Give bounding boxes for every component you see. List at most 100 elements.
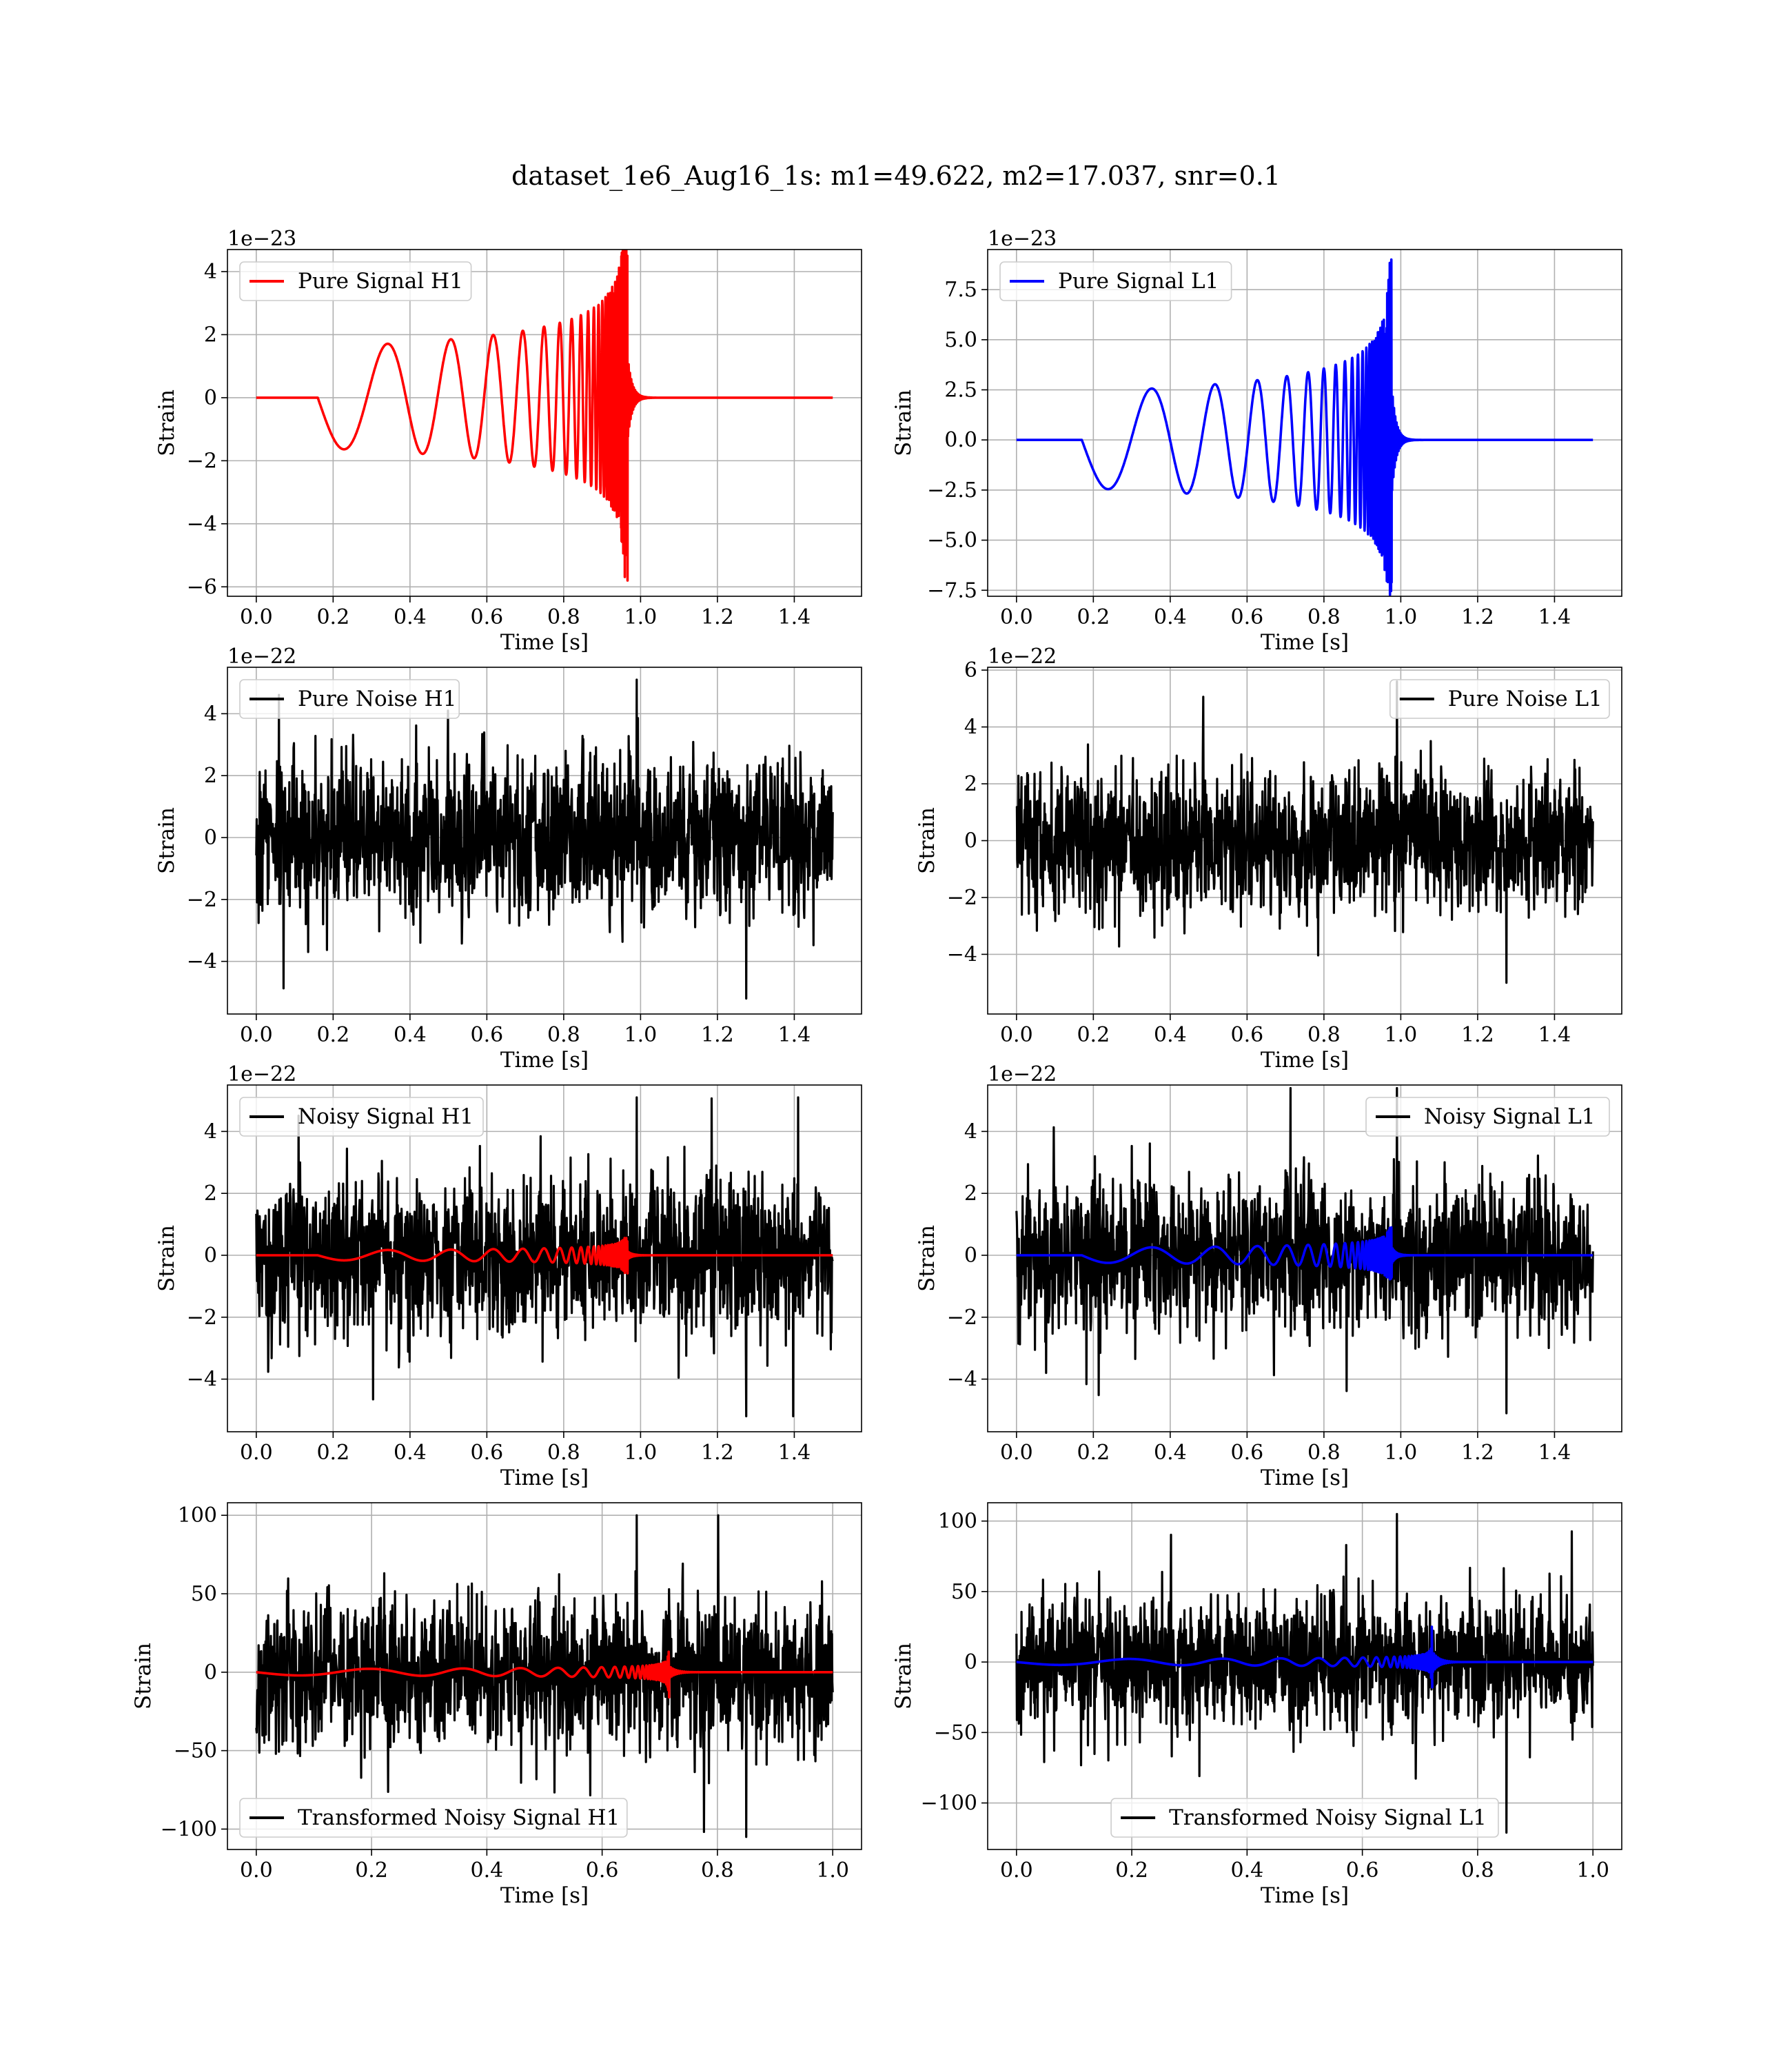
x-tick-label: 0.8 (1461, 1858, 1494, 1883)
axes-frame (987, 1084, 1622, 1432)
y-axis-label: Strain (154, 807, 179, 874)
noise-trace (255, 678, 834, 1000)
subplot-3: 0.0 0.2 0.4 0.6 0.8 1.0 1.2 1.4 −4 −2 0 2 4 Time [s] S… (154, 645, 862, 1073)
x-axis-label: Time [s] (1261, 1883, 1349, 1908)
x-tick-label: 0.8 (1307, 1023, 1341, 1047)
subplot-8: 0.0 0.2 0.4 0.6 0.8 1.0 −100 −50 0 50 100 Time [s] S… (891, 1502, 1622, 1908)
signal-trace (1016, 258, 1594, 596)
noise-trace (1015, 680, 1594, 984)
x-tick-label: 0.2 (355, 1858, 388, 1883)
y-tick-label: 2.5 (944, 378, 977, 403)
y-tick-label: −5.0 (927, 529, 977, 553)
legend-label: Noisy Signal L1 (1424, 1104, 1596, 1129)
x-tick-label: 1.4 (1538, 1023, 1571, 1047)
y-tick-label: 6 (964, 658, 977, 682)
y-axis-label: Strain (891, 389, 916, 456)
x-tick-label: 0.2 (1077, 1441, 1110, 1465)
y-tick-label: −2 (187, 1306, 217, 1330)
x-tick-label: 1.4 (778, 1023, 811, 1047)
legend: Pure Noise L1 (1389, 679, 1610, 719)
subplot-2: 0.0 0.2 0.4 0.6 0.8 1.0 1.2 1.4 −7.5 −5.0 −2.5 0.0 2… (891, 227, 1622, 655)
y-tick-label: 2 (204, 764, 217, 788)
y-tick-label: 4 (964, 716, 977, 740)
x-axis-label: Time [s] (500, 1466, 589, 1490)
x-tick-label: 1.2 (701, 1023, 734, 1047)
x-tick-label: 0.2 (316, 1441, 349, 1465)
x-tick-label: 0.8 (1307, 605, 1341, 629)
legend: Noisy Signal H1 (239, 1097, 484, 1137)
legend-label: Pure Noise L1 (1448, 687, 1602, 711)
x-tick-label: 0.6 (471, 1441, 504, 1465)
legend: Pure Signal L1 (999, 261, 1232, 301)
y-tick-label: 0 (204, 1661, 217, 1685)
legend-label: Transformed Noisy Signal L1 (1169, 1805, 1487, 1830)
y-tick-label: 50 (191, 1582, 217, 1606)
plot-area (1016, 258, 1594, 596)
plot-area (255, 678, 834, 1000)
subplot-1: 0.0 0.2 0.4 0.6 0.8 1.0 1.2 1.4 −6 −4 −2 0 2 4 Time [s… (154, 227, 862, 655)
axes-frame (227, 1084, 862, 1432)
y-tick-label: −4 (947, 1368, 977, 1392)
axis-offset-text: 1e−22 (988, 645, 1057, 669)
y-tick-label: 4 (964, 1119, 977, 1144)
x-tick-label: 0.4 (394, 1023, 427, 1047)
x-tick-label: 1.2 (1461, 605, 1494, 629)
subplot-7: 0.0 0.2 0.4 0.6 0.8 1.0 −100 −50 0 50 100 Time [s] S… (131, 1502, 862, 1908)
x-tick-label: 1.2 (701, 605, 734, 629)
y-tick-label: 100 (178, 1503, 217, 1528)
legend-box (1389, 679, 1610, 719)
signal-trace (1016, 1226, 1594, 1281)
y-tick-label: −100 (161, 1817, 217, 1841)
x-tick-label: 1.0 (1385, 1023, 1418, 1047)
x-tick-label: 0.0 (240, 1858, 273, 1883)
figure-title: dataset_1e6_Aug16_1s: m1=49.622, m2=17.0… (511, 161, 1281, 192)
noise-trace (255, 1096, 834, 1418)
x-tick-label: 0.0 (240, 605, 273, 629)
legend-label: Pure Signal H1 (298, 269, 463, 294)
y-axis-label: Strain (915, 1225, 939, 1292)
x-tick-label: 0.0 (240, 1023, 273, 1047)
axes-frame (987, 249, 1622, 597)
y-tick-label: 0.0 (944, 428, 977, 452)
y-tick-label: 0 (964, 829, 977, 853)
x-tick-label: 0.2 (1115, 1858, 1148, 1883)
x-tick-label: 0.8 (701, 1858, 734, 1883)
legend: Noisy Signal L1 (1365, 1097, 1610, 1137)
legend: Pure Noise H1 (239, 679, 460, 719)
y-tick-label: −100 (921, 1792, 977, 1816)
x-tick-label: 0.4 (394, 605, 427, 629)
legend-box (239, 679, 460, 719)
x-tick-label: 1.0 (816, 1858, 849, 1883)
x-tick-label: 0.0 (240, 1441, 273, 1465)
plot-area (255, 1514, 834, 1838)
x-tick-label: 1.0 (1385, 605, 1418, 629)
axes-frame (227, 1502, 862, 1850)
x-tick-label: 1.4 (1538, 1441, 1571, 1465)
signal-trace (256, 250, 834, 582)
y-tick-label: 5.0 (944, 328, 977, 352)
y-tick-label: −4 (187, 950, 217, 974)
axis-offset-text: 1e−22 (227, 1062, 296, 1086)
x-axis-label: Time [s] (1261, 630, 1349, 655)
x-axis-label: Time [s] (500, 630, 589, 655)
subplot-5: 0.0 0.2 0.4 0.6 0.8 1.0 1.2 1.4 −4 −2 0 2 4 Time [s] S… (154, 1062, 862, 1490)
x-axis-label: Time [s] (500, 1048, 589, 1073)
x-tick-label: 0.4 (1154, 605, 1187, 629)
y-tick-label: 7.5 (944, 278, 977, 302)
plot-area (255, 1096, 834, 1418)
x-tick-label: 0.6 (1231, 1441, 1264, 1465)
axis-offset-text: 1e−23 (988, 227, 1057, 251)
legend-box (999, 261, 1232, 301)
subplot-4: 0.0 0.2 0.4 0.6 0.8 1.0 1.2 1.4 −4 −2 0 2 4 6 Time [s]… (915, 645, 1622, 1073)
signal-trace (255, 1650, 834, 1699)
legend-box (239, 1097, 484, 1137)
x-tick-label: 0.0 (1000, 605, 1033, 629)
y-tick-label: 0 (204, 386, 217, 410)
plot-area (1015, 1512, 1594, 1834)
legend-box (1110, 1798, 1499, 1838)
axes-frame (227, 667, 862, 1015)
y-tick-label: −4 (947, 942, 977, 966)
legend-label: Pure Signal L1 (1058, 269, 1219, 294)
y-tick-label: 0 (964, 1650, 977, 1674)
